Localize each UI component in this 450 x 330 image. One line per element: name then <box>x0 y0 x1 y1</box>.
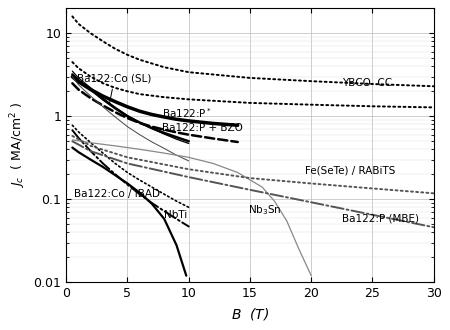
Text: Ba122:P + BZO: Ba122:P + BZO <box>162 123 243 133</box>
X-axis label: $B$  (T): $B$ (T) <box>231 306 269 322</box>
Text: Nb$_3$Sn: Nb$_3$Sn <box>248 203 281 216</box>
Y-axis label: $J_{c}$  ( MA/cm$^{2}$ ): $J_{c}$ ( MA/cm$^{2}$ ) <box>9 102 28 188</box>
Text: Ba122:P$^*$: Ba122:P$^*$ <box>162 107 212 120</box>
Text: Ba122:P (MBE): Ba122:P (MBE) <box>342 214 419 224</box>
Text: Ba122:Co (SL): Ba122:Co (SL) <box>77 74 152 103</box>
Text: YBCO  CC: YBCO CC <box>342 78 392 87</box>
Text: Fe(SeTe) / RABiTS: Fe(SeTe) / RABiTS <box>305 165 396 175</box>
Text: Ba122:Co / IBAD: Ba122:Co / IBAD <box>74 189 160 199</box>
Text: NbTi: NbTi <box>164 210 188 220</box>
